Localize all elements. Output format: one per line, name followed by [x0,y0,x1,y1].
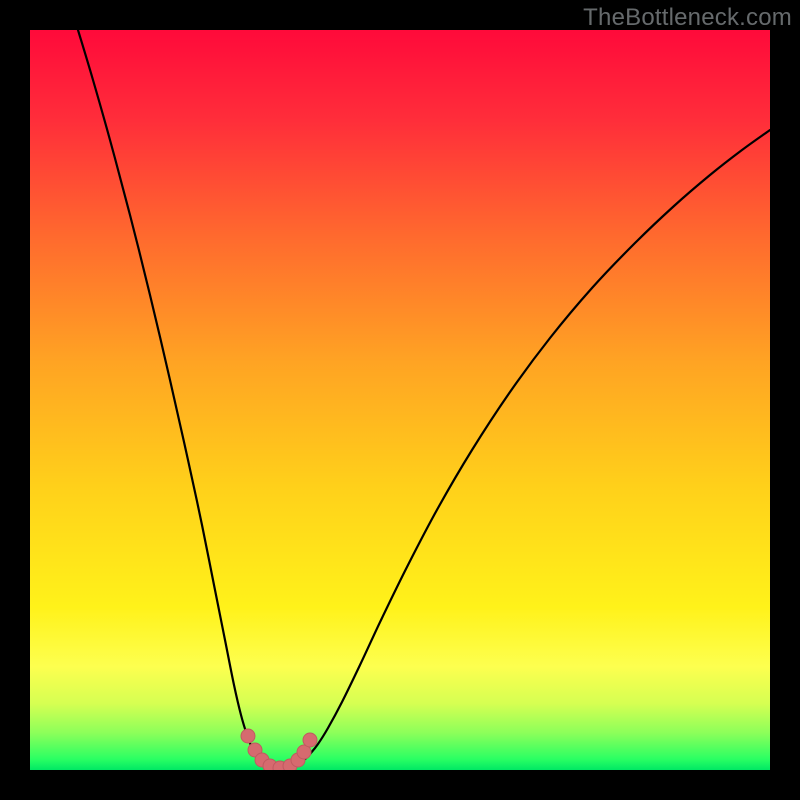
plot-area [30,30,770,770]
watermark-text: TheBottleneck.com [583,4,792,32]
chart-svg [30,30,770,770]
curve-marker [303,733,317,747]
curve-marker [241,729,255,743]
plot-background [30,30,770,770]
